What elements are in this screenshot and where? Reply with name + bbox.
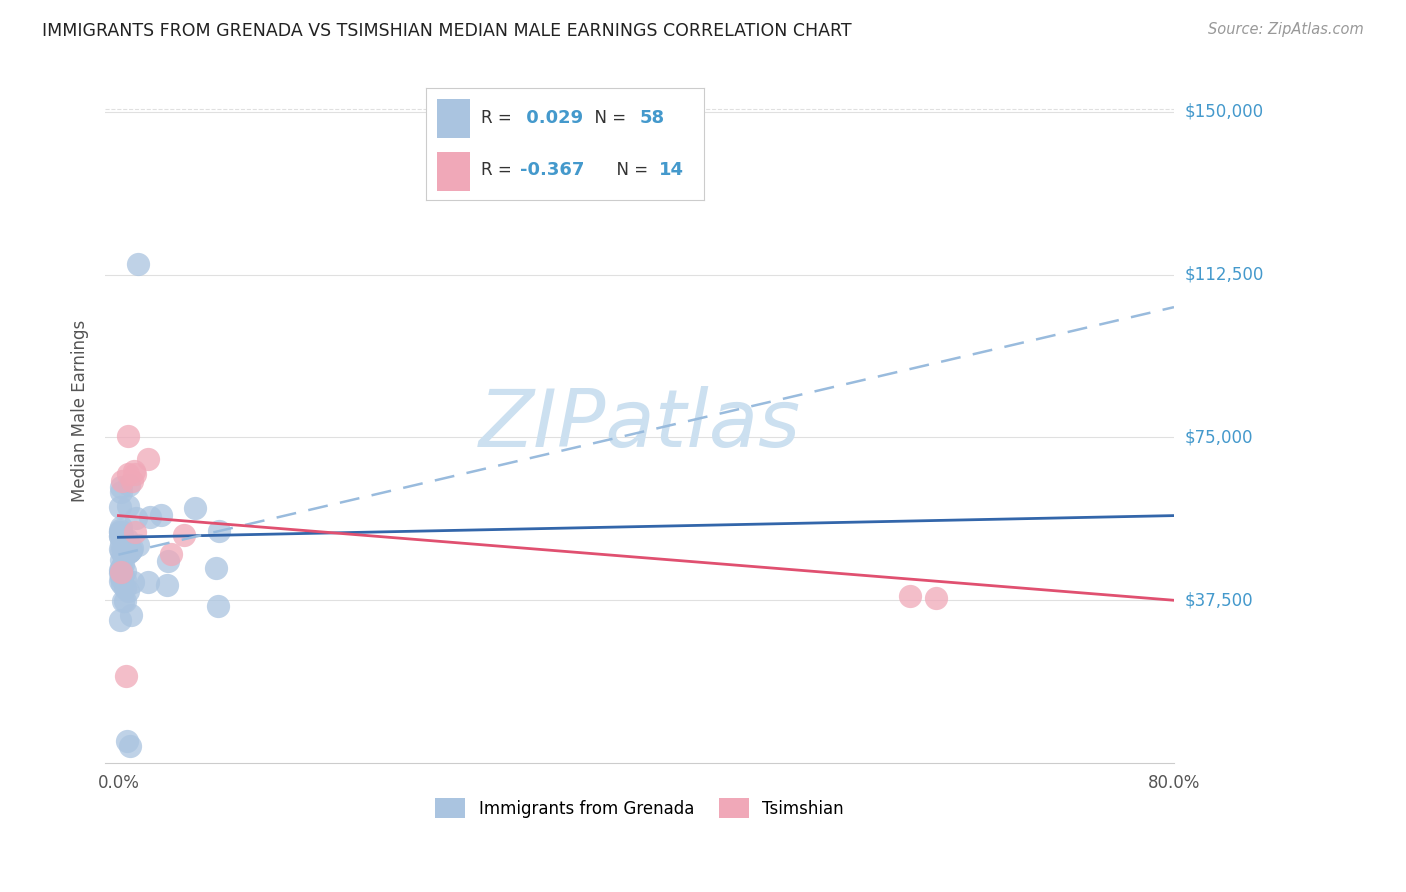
Text: ZIPatlas: ZIPatlas	[478, 386, 800, 465]
Point	[117, 467, 139, 482]
Point	[156, 578, 179, 592]
Point	[114, 593, 136, 607]
Point	[108, 500, 131, 515]
Point	[111, 569, 134, 583]
Point	[108, 613, 131, 627]
Point	[110, 519, 132, 533]
Point	[115, 532, 138, 546]
Point	[125, 510, 148, 524]
Point	[184, 501, 207, 516]
Point	[118, 544, 141, 558]
Point	[117, 583, 139, 598]
Text: Source: ZipAtlas.com: Source: ZipAtlas.com	[1208, 22, 1364, 37]
Point	[118, 545, 141, 559]
Point	[117, 499, 139, 513]
Point	[112, 593, 135, 607]
Point	[124, 525, 146, 540]
Point	[111, 566, 134, 581]
Point	[207, 599, 229, 613]
Point	[121, 541, 143, 555]
Point	[111, 528, 134, 542]
Point	[117, 429, 139, 443]
Point	[110, 480, 132, 494]
Point	[118, 739, 141, 753]
Point	[127, 538, 149, 552]
Point	[121, 474, 143, 488]
Point	[110, 565, 132, 579]
Point	[108, 574, 131, 588]
Point	[110, 484, 132, 499]
Point	[108, 524, 131, 539]
Legend: Immigrants from Grenada, Tsimshian: Immigrants from Grenada, Tsimshian	[429, 791, 851, 825]
Point	[108, 541, 131, 556]
Point	[111, 545, 134, 559]
Point	[150, 508, 173, 522]
Text: $37,500: $37,500	[1185, 591, 1254, 609]
Point	[111, 558, 134, 572]
Point	[111, 577, 134, 591]
Point	[108, 529, 131, 543]
Point	[110, 571, 132, 585]
Point	[110, 536, 132, 550]
Point	[124, 464, 146, 478]
Point	[139, 510, 162, 524]
Point	[111, 474, 134, 488]
Point	[114, 573, 136, 587]
Point	[114, 582, 136, 596]
Point	[136, 574, 159, 589]
Point	[108, 523, 131, 537]
Y-axis label: Median Male Earnings: Median Male Earnings	[72, 320, 89, 502]
Point	[110, 529, 132, 543]
Point	[118, 543, 141, 558]
Point	[204, 561, 226, 575]
Point	[108, 525, 131, 540]
Point	[114, 564, 136, 578]
Point	[124, 467, 146, 481]
Text: $150,000: $150,000	[1185, 103, 1264, 120]
Point	[120, 607, 142, 622]
Point	[110, 561, 132, 575]
Point	[121, 575, 143, 590]
Point	[208, 524, 231, 538]
Point	[115, 734, 138, 748]
Point	[108, 563, 131, 577]
Point	[110, 552, 132, 566]
Point	[112, 547, 135, 561]
Point	[118, 478, 141, 492]
Point	[157, 554, 180, 568]
Point	[108, 566, 131, 580]
Point	[127, 257, 149, 271]
Text: $75,000: $75,000	[1185, 428, 1254, 446]
Point	[108, 529, 131, 543]
Point	[160, 547, 183, 561]
Point	[112, 542, 135, 557]
Point	[120, 543, 142, 558]
Point	[115, 669, 138, 683]
Point	[136, 452, 159, 467]
Text: $112,500: $112,500	[1185, 266, 1264, 284]
Point	[173, 528, 195, 542]
Text: IMMIGRANTS FROM GRENADA VS TSIMSHIAN MEDIAN MALE EARNINGS CORRELATION CHART: IMMIGRANTS FROM GRENADA VS TSIMSHIAN MED…	[42, 22, 852, 40]
Point	[898, 589, 921, 603]
Point	[110, 544, 132, 558]
Point	[925, 591, 948, 606]
